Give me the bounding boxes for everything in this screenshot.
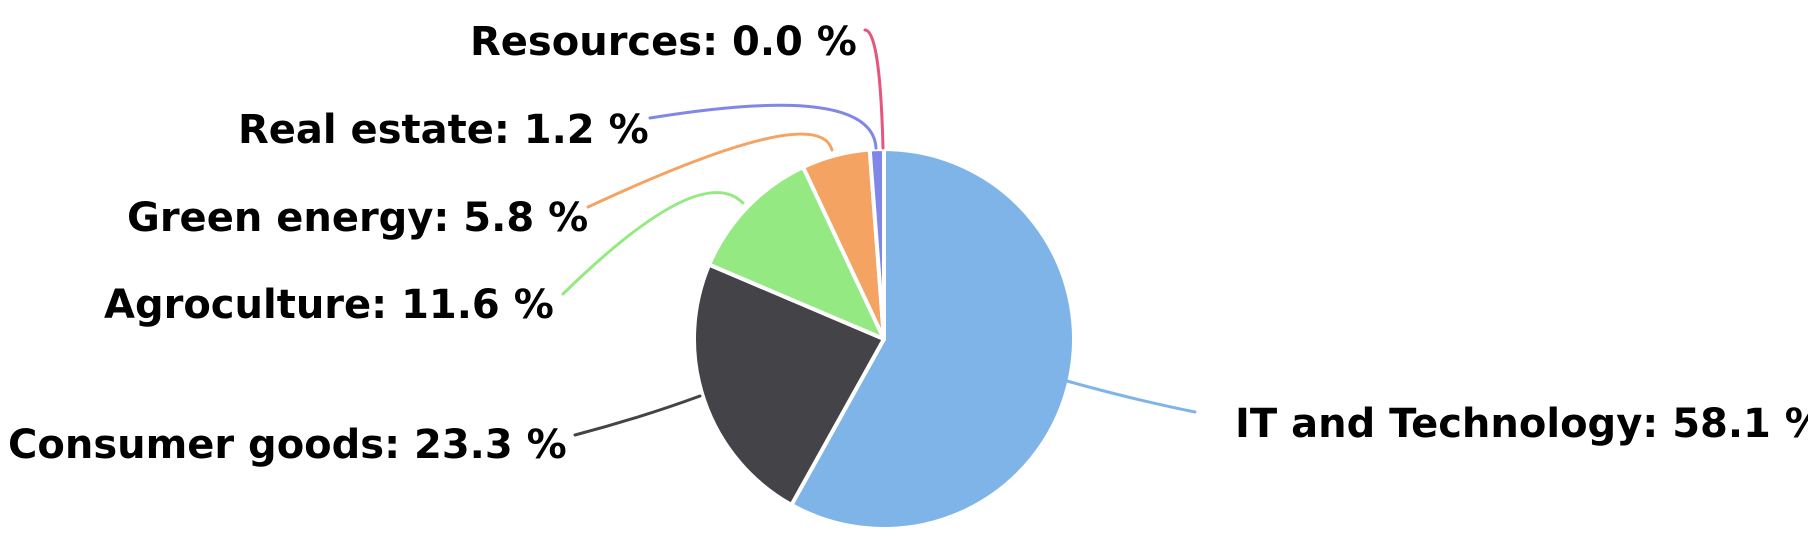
connector-it-and-technology	[1065, 379, 1197, 414]
pie-slice-consumer-goods[interactable]	[692, 262, 886, 507]
connector-consumer-goods	[573, 394, 702, 437]
data-label-resources: Resources: 0.0 %	[470, 19, 857, 65]
data-label-agroculture: Agroculture: 11.6 %	[104, 282, 554, 328]
data-label-green-energy: Green energy: 5.8 %	[127, 195, 588, 241]
pie-slice-agroculture[interactable]	[707, 165, 886, 341]
data-label-real-estate: Real estate: 1.2 %	[238, 107, 649, 153]
data-label-consumer-goods: Consumer goods: 23.3 %	[8, 422, 567, 468]
data-labels: IT and Technology: 58.1 % Consumer goods…	[8, 19, 1808, 468]
connector-agroculture	[561, 191, 745, 296]
label-connectors	[561, 28, 1197, 437]
pie-slices	[692, 147, 1076, 531]
data-label-it-and-technology: IT and Technology: 58.1 %	[1235, 401, 1808, 447]
connector-resources	[863, 28, 885, 150]
pie-slice-it-and-technology[interactable]	[789, 147, 1076, 531]
connector-real-estate	[648, 103, 878, 150]
connector-green-energy	[586, 132, 834, 209]
